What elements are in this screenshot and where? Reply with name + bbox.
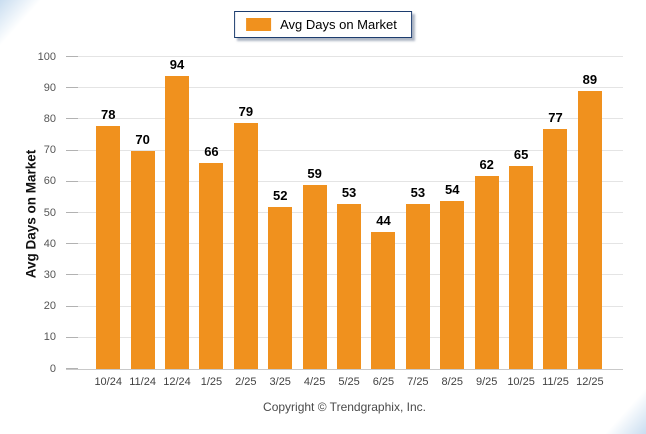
bar-column: 89 bbox=[573, 58, 607, 369]
x-tick-label: 9/25 bbox=[475, 376, 498, 388]
y-axis-tick bbox=[66, 56, 78, 57]
bar bbox=[543, 128, 568, 369]
y-tick-label: 20 bbox=[43, 300, 56, 313]
bar bbox=[337, 203, 362, 369]
x-tick-label: 10/25 bbox=[507, 376, 535, 388]
bar bbox=[440, 200, 465, 369]
bar-value-label: 62 bbox=[479, 156, 494, 172]
y-tick-label: 50 bbox=[43, 206, 56, 219]
y-axis-tick bbox=[66, 243, 78, 245]
plot-area: 0 10 20 30 40 50 60 70 80 90 100 78 70 94 66 79 52 59 53 44… bbox=[38, 51, 623, 375]
x-tick-label: 1/25 bbox=[200, 376, 223, 388]
y-tick-label: 30 bbox=[43, 268, 56, 281]
bar-value-label: 94 bbox=[169, 56, 185, 72]
bar-column: 66 bbox=[194, 58, 228, 369]
bar-value-label: 52 bbox=[273, 187, 288, 203]
bar-column: 77 bbox=[538, 58, 572, 369]
bar bbox=[130, 150, 155, 369]
bar bbox=[577, 91, 602, 369]
bar-column: 53 bbox=[401, 58, 435, 369]
bar-column: 62 bbox=[469, 58, 503, 369]
gridline bbox=[66, 87, 623, 89]
bar-value-label: 59 bbox=[307, 165, 322, 181]
bar-column: 79 bbox=[229, 58, 263, 369]
gridline bbox=[66, 118, 623, 120]
bar-column: 52 bbox=[263, 58, 297, 369]
legend: Avg Days on Market bbox=[234, 11, 412, 38]
y-axis-title: Avg Days on Market bbox=[23, 149, 39, 279]
y-tick-label: 70 bbox=[43, 144, 56, 157]
bar bbox=[165, 75, 190, 369]
x-tick-label: 2/25 bbox=[235, 376, 257, 388]
bar-value-label: 66 bbox=[204, 144, 219, 160]
gridline bbox=[66, 56, 623, 57]
y-tick-label: 100 bbox=[37, 50, 56, 63]
bar-column: 70 bbox=[125, 58, 159, 369]
bar-value-label: 54 bbox=[445, 181, 460, 197]
gridline bbox=[66, 149, 623, 151]
bar bbox=[302, 184, 327, 369]
bar-value-label: 89 bbox=[582, 72, 598, 88]
y-axis-tick bbox=[66, 212, 78, 213]
x-tick-label: 3/25 bbox=[269, 376, 291, 388]
gridline bbox=[66, 180, 623, 182]
bar bbox=[371, 231, 396, 369]
y-tick-label: 90 bbox=[43, 81, 56, 94]
bar bbox=[405, 203, 430, 369]
bar-column: 54 bbox=[435, 58, 469, 369]
x-tick-label: 4/25 bbox=[303, 376, 326, 388]
bar-column: 59 bbox=[297, 58, 331, 369]
y-axis-tick bbox=[66, 336, 78, 338]
x-tick-label: 11/25 bbox=[542, 376, 569, 388]
x-tick-label: 6/25 bbox=[372, 376, 395, 388]
bar-value-label: 53 bbox=[341, 184, 357, 200]
x-tick-label: 11/24 bbox=[129, 376, 156, 388]
bar-column: 53 bbox=[332, 58, 366, 369]
bar-column: 44 bbox=[366, 58, 400, 369]
y-tick-label: 80 bbox=[43, 112, 56, 125]
legend-label: Avg Days on Market bbox=[280, 17, 397, 32]
x-tick-label: 7/25 bbox=[407, 376, 429, 388]
bar-value-label: 44 bbox=[376, 212, 391, 228]
copyright-text: Copyright © Trendgraphix, Inc. bbox=[263, 400, 426, 414]
bar bbox=[233, 122, 258, 369]
y-tick-label: 60 bbox=[43, 175, 56, 188]
bar bbox=[474, 175, 499, 369]
y-axis-tick bbox=[66, 274, 78, 276]
y-tick-label: 10 bbox=[43, 331, 56, 344]
y-tick-label: 40 bbox=[43, 237, 56, 250]
y-axis-tick bbox=[66, 87, 78, 89]
bar bbox=[199, 163, 224, 369]
x-axis-labels: 10/24 11/24 12/24 1/25 2/25 3/25 4/25 5/25 6/25 7… bbox=[91, 376, 607, 388]
legend-swatch-icon bbox=[246, 18, 272, 31]
bar-column: 94 bbox=[160, 56, 194, 369]
bar bbox=[96, 125, 121, 369]
x-tick-label: 12/25 bbox=[576, 376, 604, 388]
y-axis-tick bbox=[66, 305, 78, 307]
bar-value-label: 79 bbox=[238, 103, 254, 119]
bar-value-label: 65 bbox=[513, 147, 529, 163]
bar-value-label: 70 bbox=[135, 131, 150, 147]
bar-value-label: 78 bbox=[100, 106, 116, 122]
x-tick-label: 5/25 bbox=[338, 376, 360, 388]
y-axis-tick bbox=[66, 180, 78, 182]
bar-value-label: 77 bbox=[548, 109, 563, 125]
bar-column: 78 bbox=[91, 58, 125, 369]
x-tick-label: 8/25 bbox=[441, 376, 463, 388]
bar-column: 65 bbox=[504, 58, 538, 369]
y-axis-tick bbox=[66, 149, 78, 151]
y-axis-tick bbox=[66, 118, 78, 120]
x-tick-label: 10/24 bbox=[94, 376, 122, 388]
x-tick-label: 12/24 bbox=[163, 376, 191, 388]
bars-container: 78 70 94 66 79 52 59 53 44 53 54 62 65 77 89 bbox=[91, 56, 607, 369]
bar bbox=[509, 166, 534, 369]
bar-value-label: 53 bbox=[410, 184, 426, 200]
y-axis-tick bbox=[66, 368, 78, 369]
bar bbox=[268, 206, 293, 369]
y-tick-label: 0 bbox=[49, 362, 56, 375]
